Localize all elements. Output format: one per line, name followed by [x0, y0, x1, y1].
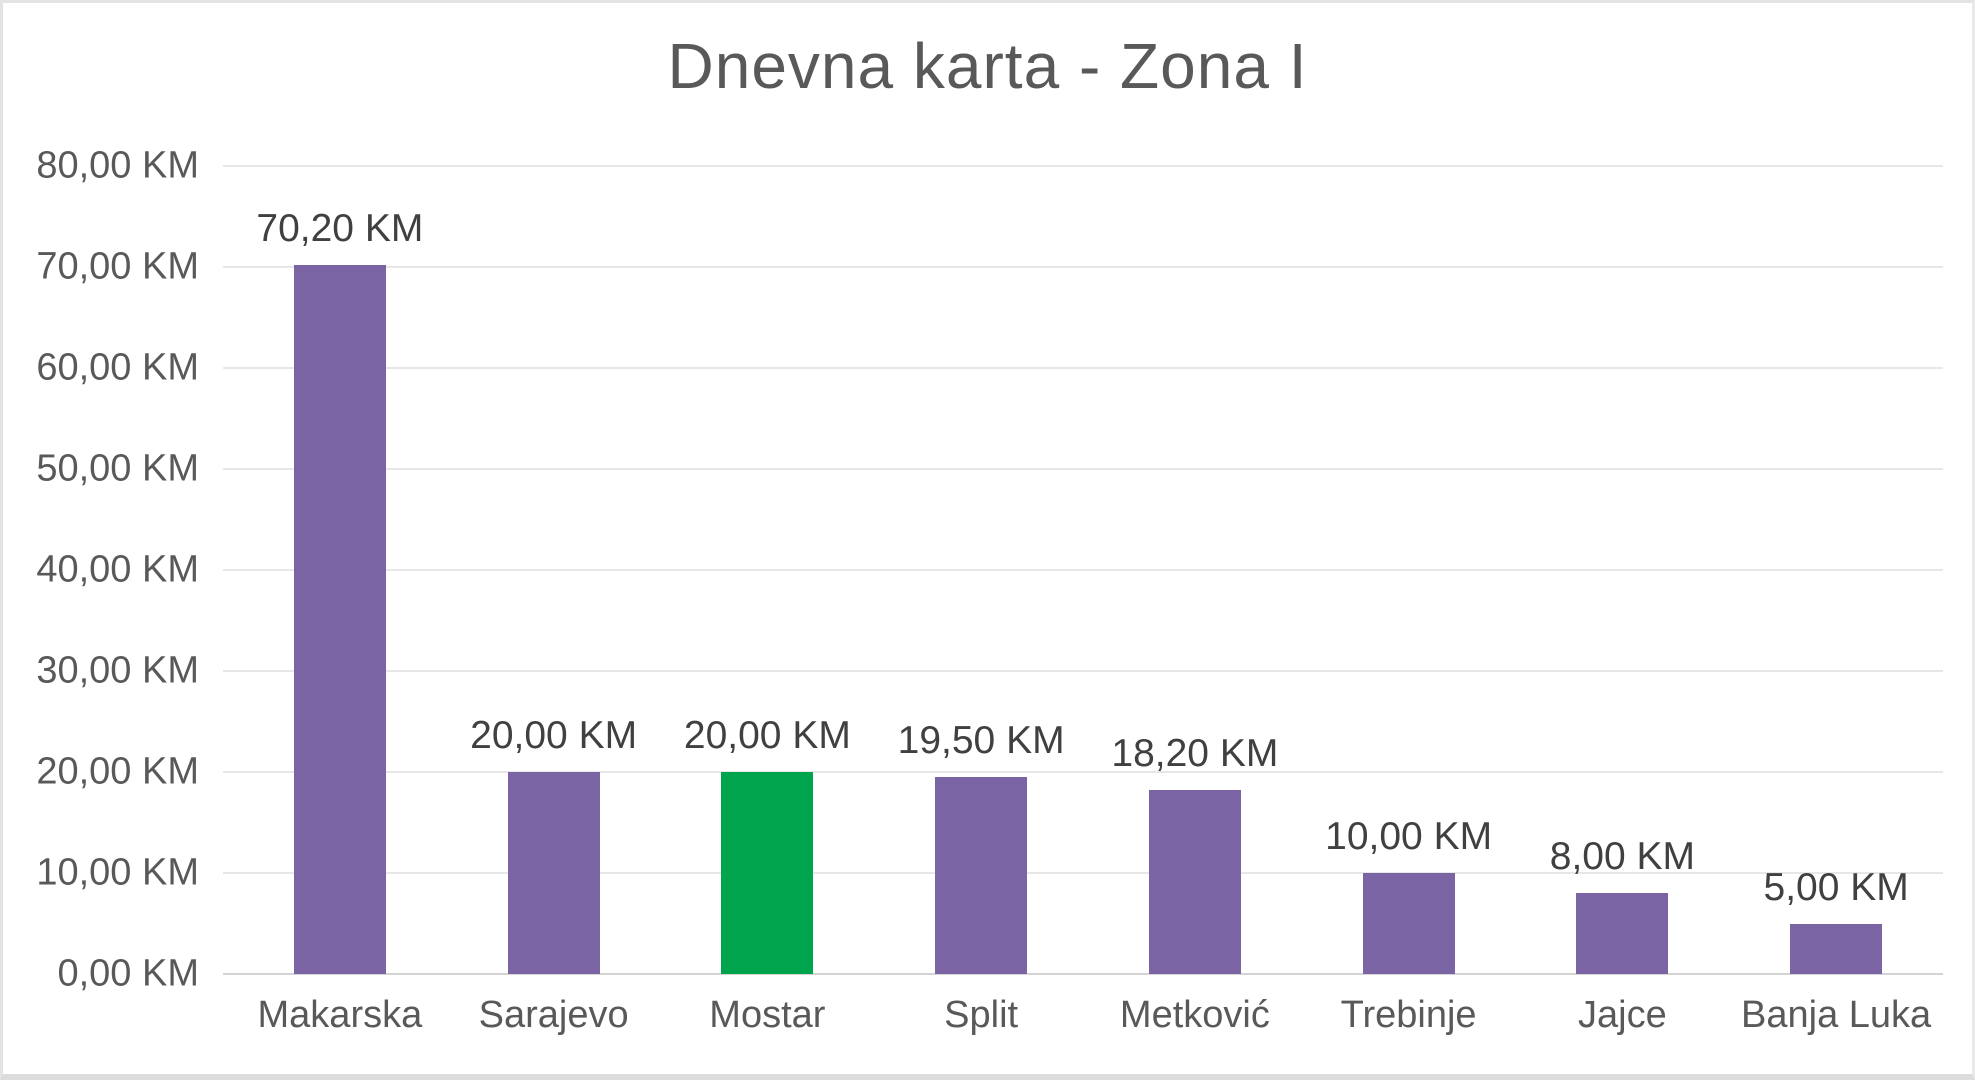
bar-value-label: 70,20 KM	[256, 206, 424, 250]
bar-column: 5,00 KM Banja Luka	[1729, 166, 1943, 1037]
bar-value-label: 20,00 KM	[683, 714, 851, 757]
chart-title: Dnevna karta - Zona I	[667, 30, 1308, 102]
gridline	[223, 670, 1943, 672]
bar-sarajevo	[507, 772, 600, 974]
bar-value-label: 20,00 KM	[470, 714, 638, 757]
bar-value-label: 10,00 KM	[1325, 815, 1493, 858]
category-label: Jajce	[1578, 994, 1667, 1036]
bar-column: 20,00 KM Sarajevo	[447, 166, 661, 1036]
y-tick-label: 40,00 KM	[36, 548, 199, 591]
gridline	[223, 771, 1943, 773]
bar-column: 19,50 KM Split	[874, 166, 1088, 1036]
y-axis: 0,00 KM 10,00 KM 20,00 KM 30,00 KM 40,00 KM 5…	[3, 145, 199, 995]
bar-column: 8,00 KM Jajce	[1516, 166, 1730, 1036]
bar-trebinje	[1362, 873, 1455, 974]
bar-value-label: 18,20 KM	[1111, 732, 1279, 776]
bar-column: 18,20 KM Metković	[1088, 166, 1302, 1036]
category-label: Banja Luka	[1741, 994, 1932, 1036]
category-label: Metković	[1119, 994, 1270, 1036]
y-tick-label: 0,00 KM	[57, 952, 199, 995]
y-tick-label: 50,00 KM	[36, 447, 199, 490]
bar-split	[935, 777, 1028, 974]
bar-banja-luka	[1790, 923, 1883, 974]
bar-column: 70,20 KM Makarska	[233, 166, 447, 1036]
y-tick-label: 70,00 KM	[36, 245, 199, 288]
bar-column: 20,00 KM Mostar	[661, 166, 875, 1036]
category-label: Mostar	[709, 994, 826, 1036]
y-tick-label: 80,00 KM	[36, 144, 199, 187]
bar-jajce	[1576, 893, 1669, 974]
y-tick-label: 10,00 KM	[36, 851, 199, 894]
gridline	[223, 165, 1943, 167]
category-label: Makarska	[257, 994, 423, 1036]
y-tick-label: 20,00 KM	[36, 750, 199, 793]
category-label: Trebinje	[1340, 994, 1477, 1036]
bar-value-label: 8,00 KM	[1549, 835, 1695, 879]
bar-column: 10,00 KM Trebinje	[1302, 166, 1516, 1036]
category-label: Split	[944, 994, 1019, 1036]
y-tick-label: 30,00 KM	[36, 649, 199, 692]
bar-makarska	[293, 264, 386, 974]
plot-area: 70,20 KM Makarska 20,00 KM Sarajevo 20,00 KM…	[223, 165, 1943, 1037]
bar-value-label: 19,50 KM	[897, 719, 1065, 763]
gridline	[223, 367, 1943, 369]
bar-metković	[1148, 790, 1241, 974]
bar-series: 70,20 KM Makarska 20,00 KM Sarajevo 20,00 KM…	[233, 166, 1943, 1037]
category-label: Sarajevo	[478, 994, 629, 1036]
y-tick-label: 60,00 KM	[36, 346, 199, 389]
gridline	[223, 872, 1943, 874]
gridline	[223, 468, 1943, 470]
gridline	[223, 569, 1943, 571]
bar-mostar	[721, 772, 814, 974]
x-axis-line	[223, 973, 1943, 975]
gridline	[223, 266, 1943, 268]
bar-value-label: 5,00 KM	[1763, 865, 1909, 909]
